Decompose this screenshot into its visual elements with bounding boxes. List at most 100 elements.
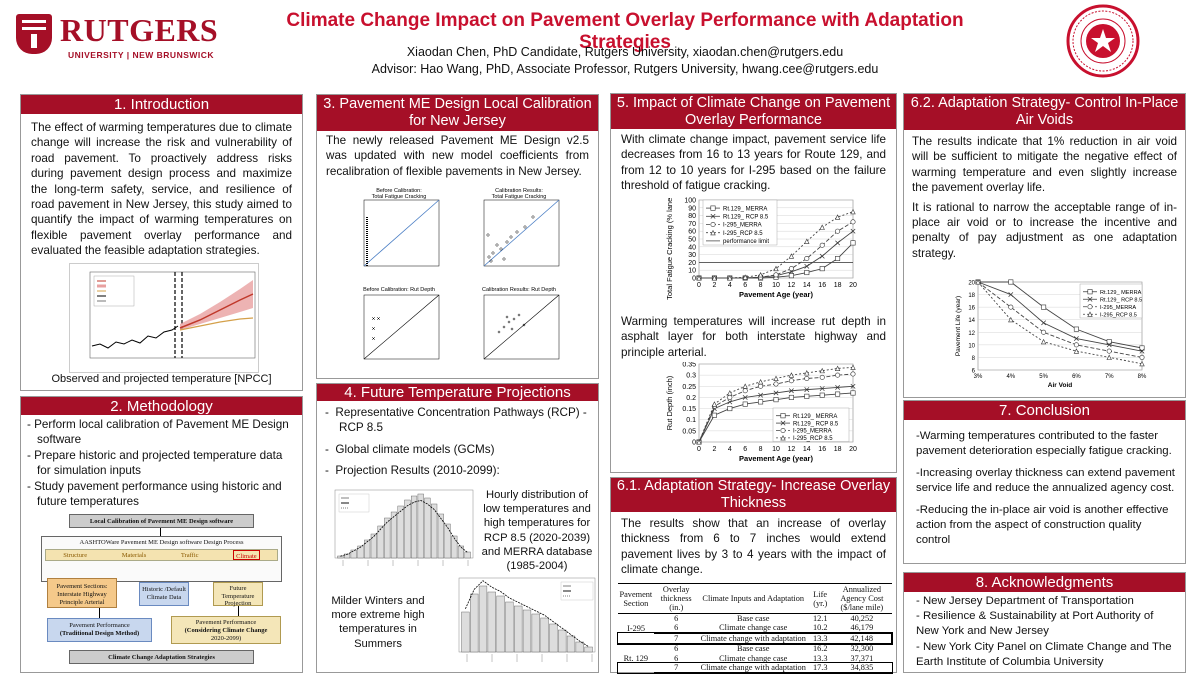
advisor-line: Advisor: Hao Wang, PhD, Associate Profes… bbox=[371, 62, 879, 76]
series-markers bbox=[975, 279, 1145, 367]
conclusion-item: -Reducing the in-place air void is anoth… bbox=[916, 503, 1169, 547]
x-tick-label: 3% bbox=[974, 374, 983, 380]
flow-aashto-label: AASHTOWare Pavement ME Design software D… bbox=[79, 539, 244, 546]
legend-label: I-295_MERRA bbox=[1100, 305, 1136, 311]
legend-label: Rt.129_ RCP 8.5 bbox=[723, 215, 769, 221]
ack-panel: 8. Acknowledgments - New Jersey Departme… bbox=[903, 572, 1186, 673]
data-point bbox=[742, 394, 748, 400]
x-tick-label: 12 bbox=[788, 446, 796, 453]
data-point bbox=[788, 394, 794, 400]
histogram-bar bbox=[478, 585, 488, 653]
x-axis-label: Air Void bbox=[1048, 382, 1072, 389]
data-point bbox=[819, 386, 825, 391]
series-line bbox=[978, 281, 1143, 349]
legend-label: I-295_RCP 8.5 bbox=[1100, 312, 1137, 318]
x-tick-label: 10 bbox=[772, 282, 780, 289]
legend-marker bbox=[710, 221, 716, 227]
data-point bbox=[850, 390, 856, 396]
temperature-figure bbox=[69, 263, 259, 373]
poster-title: Climate Change Impact on Pavement Overla… bbox=[286, 10, 964, 53]
histogram-bar bbox=[451, 535, 458, 559]
legend-label: Rt.129_ RCP 8.5 bbox=[1100, 297, 1142, 303]
histogram-bar bbox=[566, 635, 576, 653]
legend-label: Rt.129_ MERRA bbox=[723, 206, 767, 212]
data-point bbox=[819, 374, 825, 380]
ack-header: 8. Acknowledgments bbox=[904, 573, 1185, 592]
intro-text: The effect of warming temperatures due t… bbox=[31, 121, 292, 258]
legend-marker bbox=[780, 420, 786, 426]
histogram-high-temp bbox=[445, 576, 597, 670]
table-cell: I-295 bbox=[627, 623, 646, 633]
calib-plots: Before Calibration: Total Fatigue Cracki… bbox=[339, 187, 579, 373]
y-tick-label: 50 bbox=[688, 237, 696, 244]
histogram-bar bbox=[549, 623, 558, 653]
data-point bbox=[1087, 289, 1093, 295]
histogram-bar bbox=[461, 611, 470, 653]
legend-marker bbox=[1087, 289, 1093, 295]
x-tick-label: 14 bbox=[803, 282, 811, 289]
histogram-bar bbox=[522, 609, 532, 653]
series-markers bbox=[696, 208, 856, 281]
legend-label: I-295_RCP 8.5 bbox=[793, 436, 833, 442]
data-point bbox=[788, 273, 794, 279]
legend-label: performance limit bbox=[723, 239, 769, 245]
histogram-bar bbox=[397, 505, 404, 559]
legend-marker bbox=[780, 413, 786, 419]
data-point bbox=[834, 214, 841, 220]
data-point bbox=[773, 272, 779, 278]
future-list: - Representative Concentration Pathways … bbox=[317, 401, 598, 479]
data-point bbox=[758, 383, 764, 389]
data-point bbox=[1073, 342, 1079, 348]
data-point bbox=[773, 375, 779, 381]
x-tick-label: 10 bbox=[772, 446, 780, 453]
adapt1-table: Pavement Section Overlay thickness (in.)… bbox=[616, 583, 893, 674]
histogram-bar bbox=[384, 517, 391, 559]
data-point bbox=[1106, 342, 1112, 348]
histogram-bar bbox=[370, 533, 377, 559]
x-tick-label: 16 bbox=[818, 282, 826, 289]
histogram-bar bbox=[505, 601, 514, 653]
data-point bbox=[804, 375, 810, 381]
histogram-bar bbox=[377, 525, 384, 559]
data-point bbox=[780, 435, 786, 441]
data-point bbox=[1139, 360, 1145, 367]
methodology-flowchart: Local Calibration of Pavement ME Design … bbox=[39, 514, 284, 666]
series-markers bbox=[696, 383, 856, 445]
table-cell: 16.2 bbox=[808, 643, 833, 654]
series-line bbox=[977, 281, 1143, 358]
data-point bbox=[1073, 336, 1079, 342]
table-cell: 17.3 bbox=[808, 663, 833, 674]
data-point bbox=[758, 392, 764, 398]
x-tick-label: 2 bbox=[712, 282, 716, 289]
calib-plot-title: Total Fatigue Cracking bbox=[492, 194, 547, 200]
x-tick-label: 5% bbox=[1039, 374, 1048, 380]
data-point bbox=[757, 378, 764, 385]
y-tick-label: 90 bbox=[688, 205, 696, 212]
y-tick-label: 0.35 bbox=[682, 362, 696, 369]
legend-label: I-295_MERRA bbox=[723, 223, 762, 229]
y-tick-label: 0.15 bbox=[682, 406, 696, 413]
data-point bbox=[804, 255, 810, 261]
table-header: Overlay thickness (in.) bbox=[654, 583, 699, 614]
data-point bbox=[696, 439, 702, 445]
intro-header: 1. Introduction bbox=[21, 95, 302, 114]
rut-chart: 0 0.05 0.1 0.15 0.2 0.25 0.3 0.35 0 2 4 6 8 10 12 14 16 1… bbox=[663, 362, 863, 472]
data-point bbox=[850, 208, 856, 215]
data-point bbox=[758, 399, 764, 405]
data-point bbox=[850, 371, 856, 377]
histogram-bar bbox=[531, 613, 540, 653]
y-tick-label: 0.05 bbox=[682, 428, 696, 435]
data-point bbox=[711, 401, 718, 407]
y-axis-label: Pavement Life (year) bbox=[955, 296, 962, 356]
data-point bbox=[1008, 304, 1014, 310]
data-point bbox=[835, 240, 841, 246]
histogram-caption: Hourly distribution of low temperatures … bbox=[481, 489, 593, 573]
calib-text: The newly released Pavement ME Design v2… bbox=[326, 134, 589, 178]
impact-text-2: Warming temperatures will increase rut d… bbox=[621, 315, 886, 359]
conclusion-header: 7. Conclusion bbox=[904, 401, 1185, 420]
flow-perf1-box: Pavement Performance (Traditional Design… bbox=[47, 618, 152, 642]
data-point bbox=[788, 372, 795, 378]
future-panel: 4. Future Temperature Projections - Repr… bbox=[316, 383, 599, 673]
series-line bbox=[977, 281, 1143, 365]
table-cell: Climate change with adaptation bbox=[698, 663, 809, 674]
